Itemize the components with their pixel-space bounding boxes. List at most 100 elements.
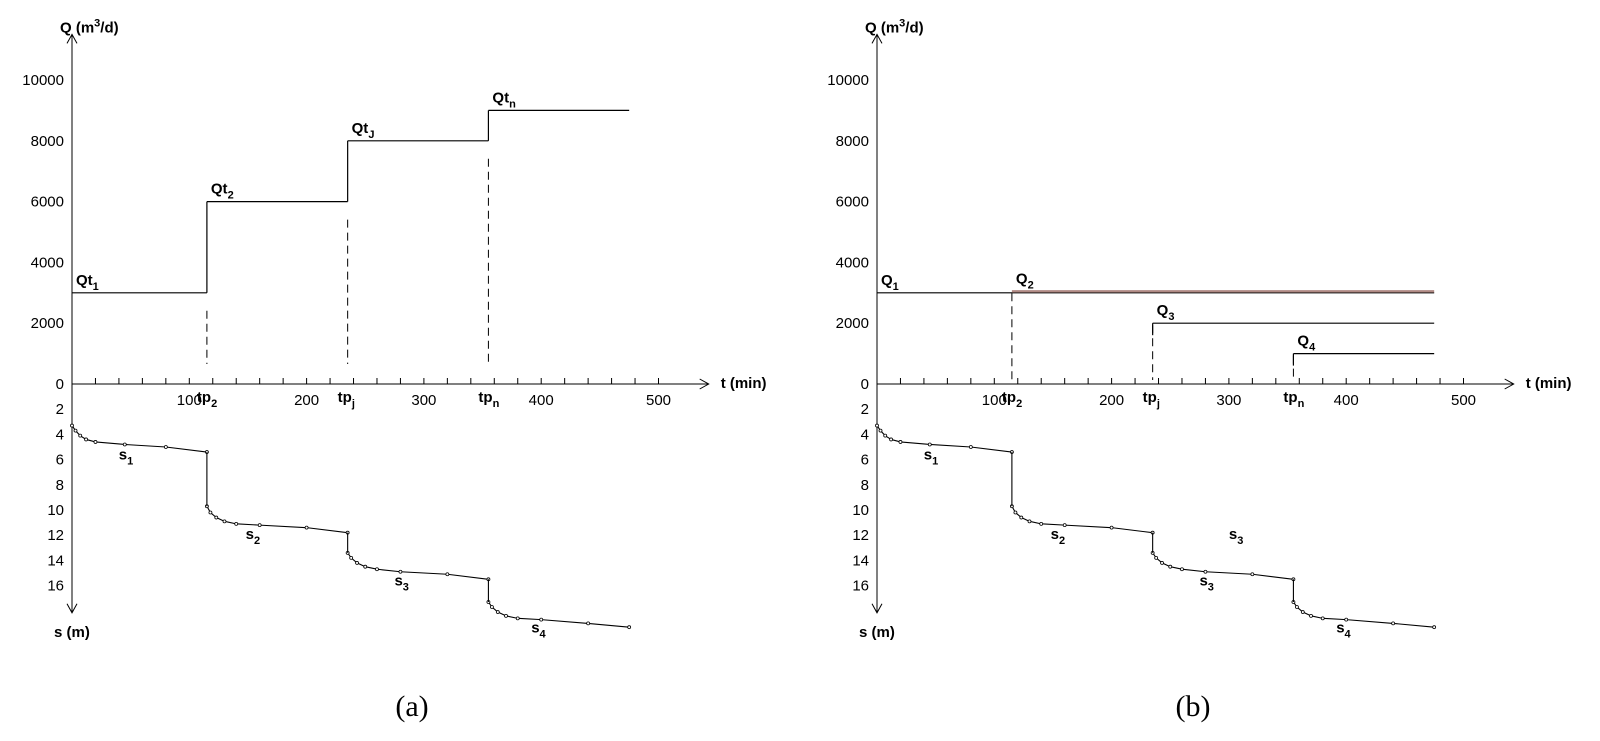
s-tick-label: 10 (47, 502, 64, 519)
drawdown-point (490, 605, 494, 609)
drawdown-point (304, 525, 309, 530)
q-axis-label: Q (m3/d) (865, 17, 924, 36)
t-axis-label: t (min) (1526, 375, 1572, 392)
drawdown-point (883, 433, 888, 438)
drawdown-point (889, 437, 893, 442)
tp-mark-label: tp2 (1002, 389, 1022, 410)
chart-panel-a: Q (m3/d) s (m) t (min) 100 200 300 400 500 0 2000… (22, 17, 766, 723)
drawdown-point (163, 445, 168, 449)
s-axis-arrow (66, 603, 78, 614)
q-tick-label: 6000 (31, 194, 64, 211)
drawdown-point (898, 440, 903, 444)
drawdown-curve-segment (487, 601, 630, 628)
drawdown-point (1344, 617, 1349, 622)
t-tick-label: 300 (1216, 392, 1241, 409)
drawdown-point (1391, 621, 1396, 626)
q-axis-arrow (871, 33, 883, 44)
drawdown-point (1432, 625, 1437, 630)
tp-mark-label: tpn (478, 389, 499, 410)
panel-caption: (a) (395, 690, 428, 723)
t-tick-label: 100 (982, 392, 1007, 409)
q-axis-label: Q (m3/d) (60, 17, 119, 36)
drawdown-point (586, 621, 591, 626)
drawdown-point (539, 617, 544, 622)
drawdown-point (73, 428, 78, 433)
drawdown-point (70, 423, 74, 428)
drawdown-curve-segment (1292, 601, 1435, 628)
drawdown-point (222, 519, 227, 524)
drawdown-point (445, 572, 450, 577)
drawdown-point (1309, 613, 1313, 618)
q-tick-label: 2000 (836, 315, 869, 332)
drawdown-extra-label: s3 (1229, 526, 1243, 547)
drawdown-curve-segment (71, 425, 207, 453)
drawdown-point (363, 564, 368, 569)
drawdown-point (1295, 605, 1299, 609)
drawdown-curve-segment (347, 552, 489, 580)
drawdown-label: s4 (531, 620, 546, 641)
s-tick-label: 8 (56, 477, 64, 494)
drawdown-curve-segment (1011, 505, 1153, 534)
drawdown-point (234, 521, 239, 526)
t-tick-label: 300 (411, 392, 436, 409)
tp-mark-label: tpn (1283, 389, 1304, 410)
drawdown-point (1109, 525, 1114, 530)
tp-mark-label: tp2 (197, 389, 217, 410)
s-tick-label: 16 (47, 578, 64, 595)
drawdown-point (122, 442, 127, 447)
q-tick-label: 10000 (22, 72, 64, 89)
drawdown-curve-segment (1152, 552, 1294, 580)
drawdown-point (214, 515, 219, 520)
t-tick-label: 200 (1099, 392, 1124, 409)
t-tick-label: 500 (1451, 392, 1476, 409)
s-tick-label: 14 (47, 552, 64, 569)
drawdown-point (1320, 616, 1325, 621)
s-tick-label: 12 (852, 527, 869, 544)
tp-mark-label: tpj (1143, 389, 1160, 410)
q-series-label: Q2 (1016, 270, 1034, 291)
q-axis-arrow (66, 33, 78, 44)
q-series-label: Qt1 (76, 272, 99, 293)
q-tick-label: 0 (861, 376, 869, 393)
drawdown-point (1250, 572, 1255, 577)
drawdown-label: s2 (1051, 526, 1065, 547)
drawdown-point (355, 561, 359, 565)
s-tick-label: 16 (852, 578, 869, 595)
s-axis-arrow (871, 603, 883, 614)
q-tick-label: 8000 (31, 133, 64, 150)
q-series-label: QtJ (352, 120, 375, 141)
q-tick-label: 6000 (836, 194, 869, 211)
s-axis-label: s (m) (859, 624, 895, 641)
t-tick-label: 400 (529, 392, 554, 409)
s-tick-label: 8 (861, 477, 869, 494)
drawdown-point (1300, 610, 1305, 614)
drawdown-label: s3 (394, 573, 408, 594)
drawdown-point (1027, 519, 1032, 524)
drawdown-point (627, 625, 632, 630)
s-tick-label: 2 (56, 401, 64, 418)
drawdown-label: s2 (246, 526, 260, 547)
q-series-label: Qtn (492, 89, 516, 110)
drawdown-point (1013, 510, 1018, 515)
q-tick-label: 10000 (827, 72, 869, 89)
t-tick-label: 400 (1334, 392, 1359, 409)
drawdown-point (349, 555, 354, 560)
s-tick-label: 2 (861, 401, 869, 418)
s-tick-label: 4 (56, 426, 64, 443)
drawdown-point (878, 428, 883, 433)
t-axis-label: t (min) (721, 375, 767, 392)
drawdown-point (495, 610, 500, 614)
drawdown-point (1180, 567, 1184, 572)
tp-mark-label: tpj (338, 389, 355, 410)
panel-caption: (b) (1176, 690, 1211, 723)
t-axis-arrow (1504, 378, 1515, 390)
drawdown-point (927, 442, 932, 447)
drawdown-point (875, 423, 879, 428)
t-tick-label: 100 (177, 392, 202, 409)
s-tick-label: 6 (56, 452, 64, 469)
q-tick-label: 4000 (836, 254, 869, 271)
drawdown-point (1160, 561, 1164, 565)
s-tick-label: 14 (852, 552, 869, 569)
t-axis-arrow (699, 378, 710, 390)
